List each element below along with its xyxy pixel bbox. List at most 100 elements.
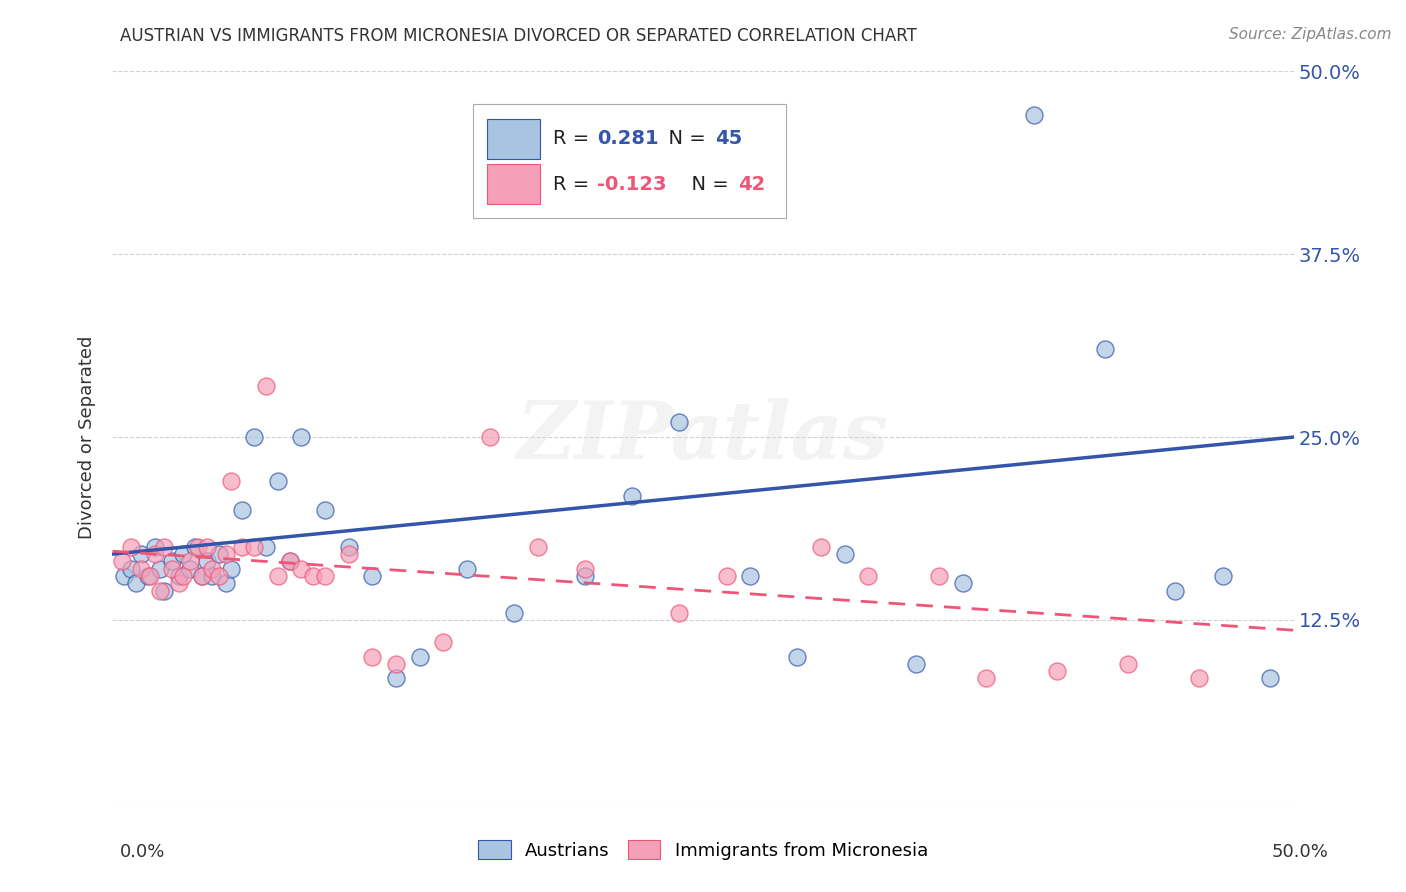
Point: [143, 540, 166, 554]
Point: [191, 569, 214, 583]
Text: 0.0%: 0.0%: [120, 843, 165, 861]
Point: [810, 540, 832, 554]
Point: [267, 569, 290, 583]
Text: R =: R =: [553, 129, 596, 148]
Point: [219, 562, 242, 576]
Point: [976, 672, 998, 686]
Point: [191, 569, 214, 583]
Point: [136, 569, 159, 583]
Point: [254, 540, 277, 554]
Point: [120, 562, 142, 576]
Bar: [486, 164, 540, 204]
Text: N =: N =: [679, 175, 735, 194]
Point: [172, 569, 194, 583]
Point: [179, 554, 201, 568]
Point: [361, 569, 384, 583]
Point: [215, 547, 238, 561]
Text: Source: ZipAtlas.com: Source: ZipAtlas.com: [1229, 27, 1392, 42]
Point: [120, 540, 142, 554]
Point: [1164, 583, 1187, 598]
Text: AUSTRIAN VS IMMIGRANTS FROM MICRONESIA DIVORCED OR SEPARATED CORRELATION CHART: AUSTRIAN VS IMMIGRANTS FROM MICRONESIA D…: [120, 27, 917, 45]
Point: [215, 576, 238, 591]
Point: [112, 569, 135, 583]
Point: [167, 569, 190, 583]
Text: 45: 45: [714, 129, 742, 148]
Point: [201, 562, 224, 576]
Point: [278, 554, 301, 568]
Point: [290, 430, 312, 444]
Point: [125, 576, 148, 591]
Point: [129, 562, 152, 576]
Text: 50.0%: 50.0%: [1272, 843, 1329, 861]
Point: [716, 569, 738, 583]
Point: [208, 547, 231, 561]
Point: [290, 562, 312, 576]
Point: [904, 657, 927, 671]
Point: [456, 562, 478, 576]
Point: [408, 649, 430, 664]
Point: [314, 503, 336, 517]
Point: [621, 489, 644, 503]
Point: [1046, 664, 1069, 678]
Point: [172, 547, 194, 561]
Point: [153, 583, 176, 598]
Point: [302, 569, 325, 583]
Point: [668, 606, 690, 620]
Point: [267, 474, 290, 488]
Point: [574, 569, 596, 583]
Point: [1094, 343, 1116, 357]
Point: [195, 554, 218, 568]
Point: [160, 562, 183, 576]
Point: [786, 649, 808, 664]
Point: [208, 569, 231, 583]
Point: [111, 554, 134, 568]
Point: [160, 554, 183, 568]
Point: [834, 547, 856, 561]
Point: [129, 547, 152, 561]
Point: [479, 430, 502, 444]
Text: N =: N =: [655, 129, 711, 148]
Point: [1212, 569, 1234, 583]
Point: [243, 430, 266, 444]
Point: [668, 416, 690, 430]
Point: [219, 474, 242, 488]
Point: [179, 562, 201, 576]
Point: [858, 569, 880, 583]
Point: [1116, 657, 1139, 671]
Point: [385, 657, 408, 671]
Point: [143, 547, 166, 561]
Point: [278, 554, 301, 568]
Point: [254, 379, 277, 393]
Point: [167, 576, 190, 591]
Point: [1258, 672, 1281, 686]
Point: [139, 569, 162, 583]
Point: [1188, 672, 1211, 686]
Point: [186, 540, 208, 554]
Point: [195, 540, 218, 554]
Text: -0.123: -0.123: [596, 175, 666, 194]
Point: [952, 576, 974, 591]
Point: [503, 606, 526, 620]
Point: [314, 569, 336, 583]
Point: [153, 540, 176, 554]
Bar: [486, 119, 540, 159]
Text: R =: R =: [553, 175, 596, 194]
Point: [526, 540, 548, 554]
Text: 0.281: 0.281: [596, 129, 658, 148]
Point: [928, 569, 950, 583]
Point: [337, 540, 360, 554]
Point: [337, 547, 360, 561]
Point: [149, 562, 172, 576]
Point: [231, 503, 253, 517]
Point: [361, 649, 384, 664]
Point: [231, 540, 253, 554]
Point: [201, 569, 224, 583]
Point: [432, 635, 454, 649]
Point: [385, 672, 408, 686]
Point: [149, 583, 172, 598]
Legend: Austrians, Immigrants from Micronesia: Austrians, Immigrants from Micronesia: [471, 833, 935, 867]
Point: [184, 540, 207, 554]
Text: ZIPatlas: ZIPatlas: [517, 399, 889, 475]
Y-axis label: Divorced or Separated: Divorced or Separated: [77, 335, 96, 539]
Point: [574, 562, 596, 576]
